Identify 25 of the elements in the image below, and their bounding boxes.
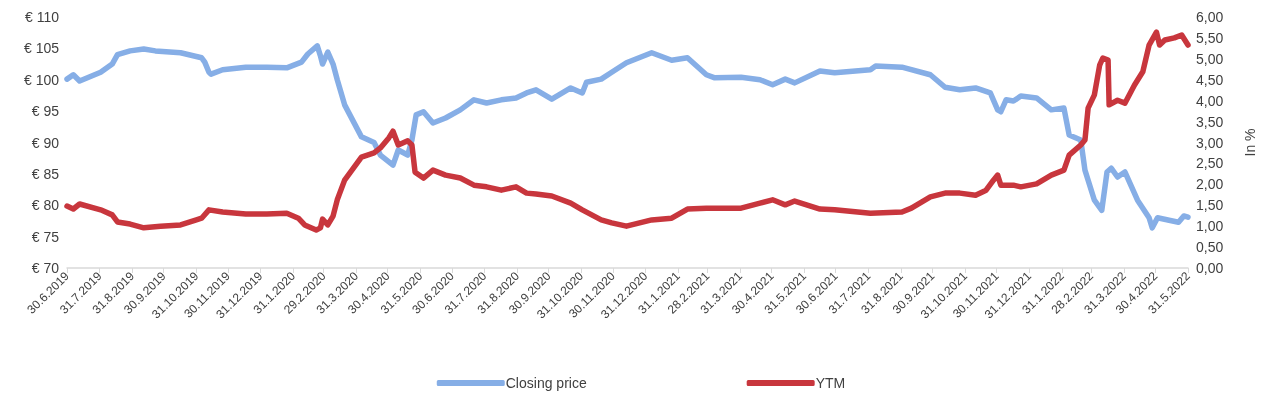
y2-tick-label: 3,00 xyxy=(1196,134,1224,151)
y2-tick-label: 4,50 xyxy=(1196,71,1224,88)
y2-tick-label: 6,00 xyxy=(1196,9,1224,25)
y-tick-label: € 75 xyxy=(31,228,60,245)
y-tick-label: € 105 xyxy=(23,40,60,57)
y2-tick-label: 3,50 xyxy=(1196,113,1224,130)
legend-label: Closing price xyxy=(505,375,587,391)
y-tick-label: € 110 xyxy=(25,9,60,25)
y2-axis-title: In % xyxy=(1242,128,1258,157)
y2-tick-label: 0,50 xyxy=(1196,239,1224,256)
y-tick-label: € 70 xyxy=(31,260,60,276)
y-tick-label: € 90 xyxy=(31,134,60,151)
y-tick-label: € 95 xyxy=(31,103,60,120)
y-tick-label: € 80 xyxy=(31,197,60,214)
y2-tick-label: 1,00 xyxy=(1196,218,1224,235)
y2-tick-label: 4,00 xyxy=(1196,92,1224,109)
y2-tick-label: 5,00 xyxy=(1196,50,1224,67)
y2-tick-label: 1,50 xyxy=(1196,197,1224,214)
y2-tick-label: 2,00 xyxy=(1196,176,1224,193)
y2-tick-label: 0,00 xyxy=(1196,260,1224,276)
y-tick-label: € 85 xyxy=(31,165,60,182)
y2-tick-label: 2,50 xyxy=(1196,155,1224,172)
y2-tick-label: 5,50 xyxy=(1196,29,1224,46)
y-tick-label: € 100 xyxy=(23,71,60,88)
legend-label: YTM xyxy=(815,375,846,391)
